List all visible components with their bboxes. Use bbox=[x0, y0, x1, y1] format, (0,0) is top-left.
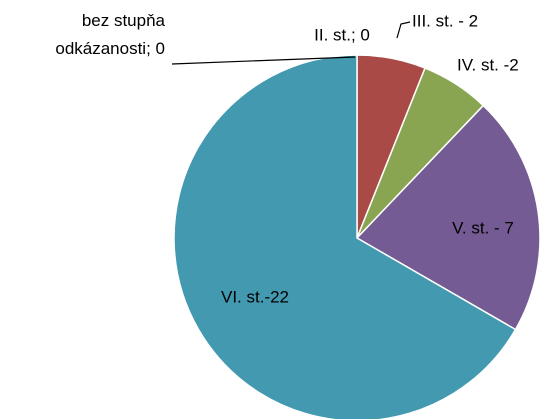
leader-line bbox=[396, 21, 411, 39]
data-label: VI. st.-22 bbox=[221, 287, 289, 306]
label-line: odkázanosti; 0 bbox=[55, 39, 165, 58]
pie-slice bbox=[355, 104, 541, 331]
data-label: bez stupňa odkázanosti; 0 bbox=[55, 11, 165, 58]
data-label: III. st. - 2 bbox=[412, 11, 478, 30]
leader-line bbox=[171, 56, 356, 65]
pie-slice bbox=[173, 54, 517, 419]
data-label: II. st.; 0 bbox=[314, 25, 370, 44]
data-label: IV. st. -2 bbox=[457, 55, 519, 74]
data-label: V. st. - 7 bbox=[452, 218, 514, 237]
label-line: bez stupňa bbox=[82, 11, 166, 30]
